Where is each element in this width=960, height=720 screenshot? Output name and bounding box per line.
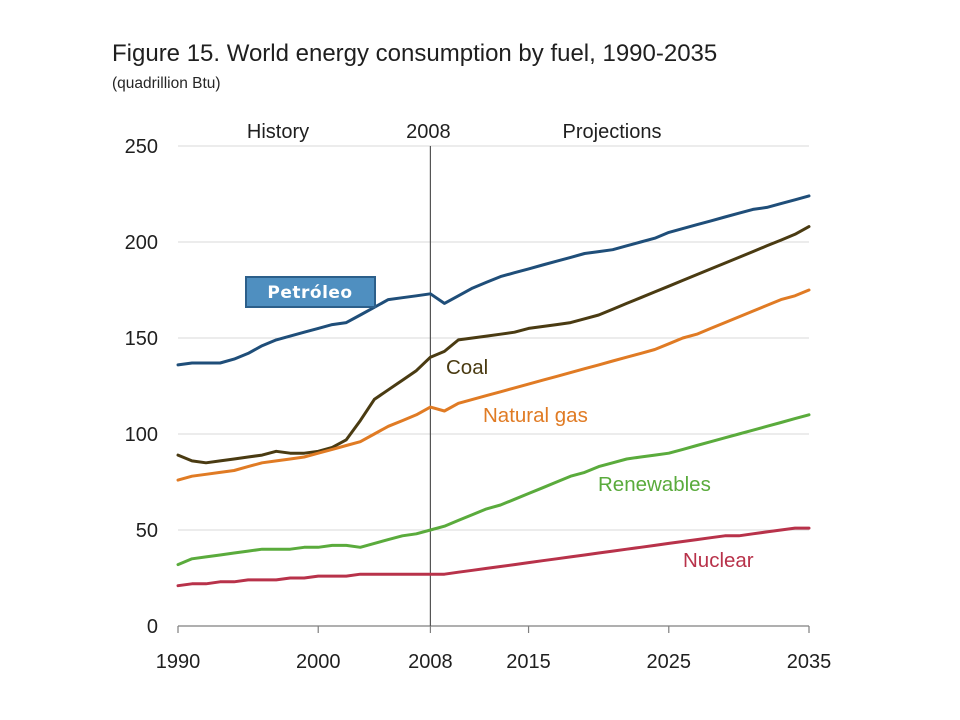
series-label: Coal [446, 356, 488, 379]
y-axis-ticks: 0 50 100 150 200 250 [125, 136, 158, 638]
x-tick-label: 2035 [787, 651, 832, 673]
series-line-renewables [176, 413, 811, 567]
series-label: Renewables [598, 473, 711, 496]
y-tick-label: 200 [125, 232, 158, 254]
petroleo-annotation-box [245, 276, 376, 308]
y-tick-label: 150 [125, 328, 158, 350]
y-tick-label: 0 [147, 616, 158, 638]
region-projections-label: Projections [563, 121, 662, 143]
divider-year-label: 2008 [406, 121, 451, 143]
series-lines [176, 194, 811, 588]
chart-subtitle: (quadrillion Btu) [112, 75, 221, 92]
x-axis-ticks: 1990 2000 2008 2015 2025 2035 [156, 626, 832, 673]
series-label: Nuclear [683, 549, 754, 572]
series-label: Natural gas [483, 404, 588, 427]
x-tick-label: 2008 [408, 651, 453, 673]
x-tick-label: 1990 [156, 651, 201, 673]
petroleo-annotation: Petróleo [245, 276, 376, 308]
y-tick-label: 100 [125, 424, 158, 446]
y-tick-label: 50 [136, 520, 158, 542]
petroleo-annotation-text: Petróleo [267, 283, 352, 303]
region-history-label: History [247, 121, 309, 143]
x-tick-label: 2025 [647, 651, 692, 673]
x-tick-label: 2015 [506, 651, 551, 673]
series-line-nuclear [176, 526, 811, 588]
x-tick-label: 2000 [296, 651, 341, 673]
series-line-natural-gas [176, 288, 811, 482]
chart-title: Figure 15. World energy consumption by f… [112, 40, 717, 67]
y-tick-label: 250 [125, 136, 158, 158]
series-line-coal [176, 225, 811, 465]
series-labels: Coal Natural gas Renewables Nuclear [446, 356, 754, 572]
series-line-petr-leo [176, 194, 811, 367]
